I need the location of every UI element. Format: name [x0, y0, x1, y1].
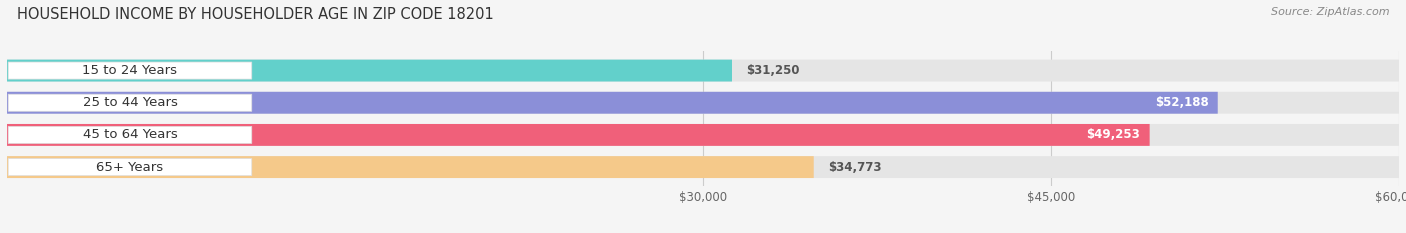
Text: 65+ Years: 65+ Years [97, 161, 163, 174]
FancyBboxPatch shape [7, 124, 1399, 146]
FancyBboxPatch shape [8, 94, 252, 111]
FancyBboxPatch shape [8, 126, 252, 144]
Text: $52,188: $52,188 [1154, 96, 1209, 109]
FancyBboxPatch shape [8, 62, 252, 79]
FancyBboxPatch shape [8, 159, 252, 176]
FancyBboxPatch shape [7, 60, 733, 82]
FancyBboxPatch shape [7, 124, 1150, 146]
Text: $31,250: $31,250 [747, 64, 800, 77]
Text: $49,253: $49,253 [1087, 128, 1140, 141]
FancyBboxPatch shape [7, 92, 1399, 114]
Text: Source: ZipAtlas.com: Source: ZipAtlas.com [1271, 7, 1389, 17]
Text: 15 to 24 Years: 15 to 24 Years [83, 64, 177, 77]
Text: 25 to 44 Years: 25 to 44 Years [83, 96, 177, 109]
Text: $34,773: $34,773 [828, 161, 882, 174]
FancyBboxPatch shape [7, 156, 1399, 178]
FancyBboxPatch shape [7, 156, 814, 178]
FancyBboxPatch shape [7, 92, 1218, 114]
Text: HOUSEHOLD INCOME BY HOUSEHOLDER AGE IN ZIP CODE 18201: HOUSEHOLD INCOME BY HOUSEHOLDER AGE IN Z… [17, 7, 494, 22]
FancyBboxPatch shape [7, 60, 1399, 82]
Text: 45 to 64 Years: 45 to 64 Years [83, 128, 177, 141]
